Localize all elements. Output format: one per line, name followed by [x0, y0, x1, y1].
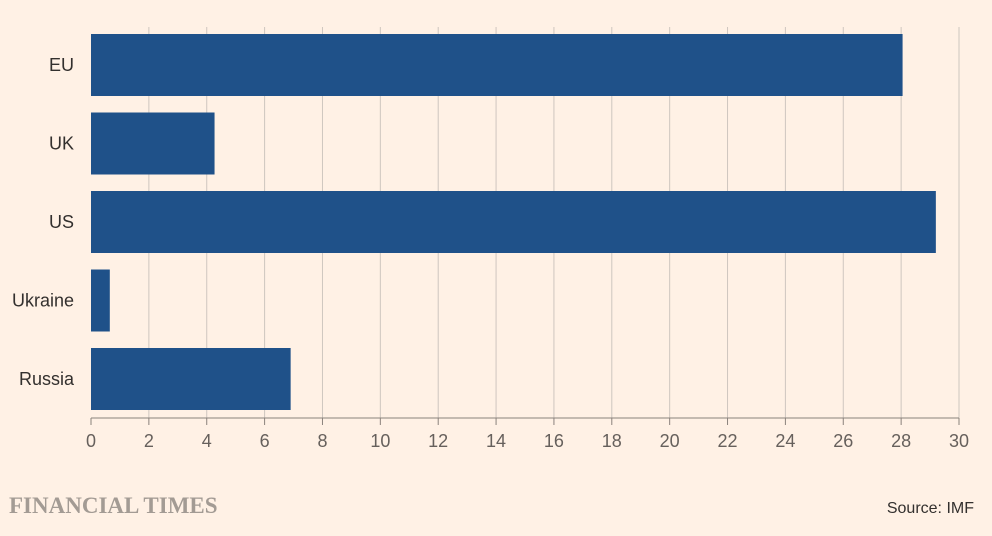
x-tick-label-30: 30: [949, 431, 969, 451]
bar-ukraine: [91, 269, 110, 332]
x-tick-label-28: 28: [891, 431, 911, 451]
category-label-uk: UK: [49, 134, 74, 154]
x-tick-label-14: 14: [486, 431, 506, 451]
category-label-russia: Russia: [19, 369, 75, 389]
x-tick-label-26: 26: [833, 431, 853, 451]
x-tick-label-12: 12: [428, 431, 448, 451]
x-tick-label-24: 24: [775, 431, 795, 451]
ft-logo: FINANCIAL TIMES: [9, 493, 218, 518]
x-axis: 0 2 4 6 8 10 12 14 16 18 20 22 24 26 28 30: [86, 417, 969, 451]
bar-us: [91, 191, 936, 253]
x-tick-label-22: 22: [718, 431, 738, 451]
category-labels: EU UK US Ukraine Russia: [12, 55, 75, 389]
x-tick-label-0: 0: [86, 431, 96, 451]
x-tick-label-20: 20: [660, 431, 680, 451]
category-label-us: US: [49, 212, 74, 232]
bar-chart: 0 2 4 6 8 10 12 14 16 18 20 22 24 26 28 30 EUUKUSUkrain…: [12, 27, 969, 451]
x-tick-label-8: 8: [317, 431, 327, 451]
category-label-eu: EU: [49, 55, 74, 75]
x-tick-label-4: 4: [202, 431, 212, 451]
x-tick-label-16: 16: [544, 431, 564, 451]
source-note: Source: IMF: [886, 500, 974, 517]
x-tick-label-2: 2: [144, 431, 154, 451]
bar-uk: [91, 112, 215, 175]
bar-eu: [91, 34, 903, 96]
x-tick-label-6: 6: [260, 431, 270, 451]
bar-russia: [91, 348, 291, 410]
category-label-ukraine: Ukraine: [12, 291, 74, 311]
x-tick-label-10: 10: [370, 431, 390, 451]
x-tick-label-18: 18: [602, 431, 622, 451]
bars: [91, 34, 936, 410]
